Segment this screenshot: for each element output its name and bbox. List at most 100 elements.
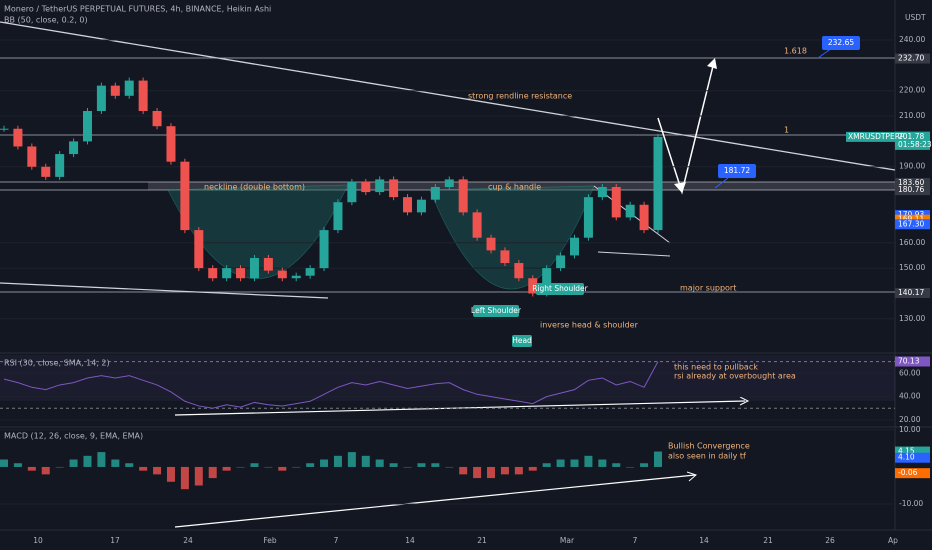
candle [166, 126, 176, 162]
candle [625, 204, 635, 218]
candle [430, 187, 440, 200]
price-tick-label: 220.00 [899, 86, 925, 95]
macd-histogram-bar [139, 466, 148, 471]
indicator-title: RSI (30, close, SMA, 14, 2) [4, 359, 110, 368]
price-label-box [895, 53, 930, 64]
macd-histogram-bar [473, 466, 482, 479]
label-box [473, 305, 519, 317]
annotation: neckline (double bottom) [204, 183, 305, 192]
candle [542, 268, 552, 294]
arrow-head [686, 471, 697, 482]
price-label: 201.78 [898, 132, 924, 141]
annotation: this need to pullback [674, 363, 758, 372]
candle [528, 278, 538, 294]
price-label: 183.60 [898, 178, 924, 187]
candle [55, 154, 65, 177]
plot-layer [0, 21, 896, 528]
macd-label: 4.15 [898, 447, 915, 456]
price-label-box [895, 177, 930, 188]
candle [444, 179, 454, 188]
candle [194, 230, 204, 269]
macd-label-box [895, 452, 930, 463]
cup-shape [429, 185, 595, 290]
macd-histogram-bar [626, 466, 635, 468]
price-label-box [895, 219, 930, 230]
macd-tick-label: 10.00 [899, 425, 921, 434]
neckline-zone [148, 182, 895, 190]
candle [458, 179, 468, 213]
price-label: 170.93 [898, 210, 924, 219]
price-tick-label: 210.00 [899, 111, 925, 120]
symbol-title: Monero / TetherUS PERPETUAL FUTURES, 4h,… [4, 5, 271, 14]
time-tick-label: Mar [560, 536, 575, 545]
time-tick-label: 7 [633, 536, 638, 545]
macd-histogram-bar [459, 466, 468, 475]
time-tick-label: Ap [888, 536, 898, 545]
annotation: 1 [784, 126, 789, 135]
macd-label: 4.10 [898, 453, 915, 462]
macd-histogram-bar [347, 452, 356, 467]
time-tick-label: Feb [263, 536, 277, 545]
candle [416, 199, 426, 213]
macd-histogram-bar [97, 452, 106, 467]
rsi-label: 70.13 [898, 356, 920, 365]
price-label-box [895, 288, 930, 299]
candle [291, 275, 301, 279]
macd-histogram-bar [403, 466, 412, 468]
price-tick-label: 190.00 [899, 162, 925, 171]
candle [389, 179, 399, 198]
symbol-tag: XMRUSDTPERP [848, 132, 905, 141]
macd-histogram-bar [264, 466, 273, 468]
macd-histogram-bar [556, 459, 565, 467]
callout-box [718, 164, 756, 178]
time-tick-label: 14 [405, 536, 415, 545]
macd-histogram-bar [208, 466, 217, 479]
candle [653, 136, 663, 231]
macd-histogram-bar [542, 463, 551, 467]
candle [639, 204, 649, 231]
candle [110, 85, 120, 96]
macd-tick-label: -10.00 [899, 499, 923, 508]
price-label: 180.76 [898, 185, 924, 194]
time-tick-label: 26 [825, 536, 835, 545]
callout-leader [714, 177, 729, 189]
label-box [536, 283, 584, 295]
candle [361, 181, 371, 193]
candle [13, 128, 23, 147]
macd-histogram-bar [166, 466, 175, 482]
currency-label: USDT [905, 13, 926, 22]
candle [597, 187, 607, 198]
macd-histogram-bar [236, 466, 245, 468]
candle [138, 80, 148, 111]
macd-histogram-bar [598, 459, 607, 467]
rsi-label-box [895, 356, 930, 367]
annotation: strong rendline resistance [468, 92, 572, 101]
rsi-tick-label: 40.00 [899, 392, 921, 401]
candle [514, 263, 524, 279]
macd-histogram-bar [27, 466, 36, 471]
macd-histogram-bar [306, 463, 315, 467]
macd-histogram-bar [333, 455, 342, 467]
indicator-title: BB (50, close, 0.2, 0) [4, 16, 88, 25]
time-tick-label: 21 [477, 536, 487, 545]
price-label-box [895, 185, 930, 196]
annotation: 1.618 [784, 47, 807, 56]
candle [124, 80, 134, 96]
candle [333, 202, 343, 231]
candle [82, 110, 92, 142]
candle [27, 146, 37, 167]
price-label: 232.70 [898, 54, 924, 63]
time-tick-label: 7 [334, 536, 339, 545]
macd-histogram-bar [41, 466, 50, 475]
time-tick-label: 14 [699, 536, 709, 545]
label-text: Left Shoulder [471, 306, 522, 315]
macd-histogram-bar [194, 466, 203, 486]
rsi-tick-label: 60.00 [899, 368, 921, 377]
price-tick-label: 240.00 [899, 35, 925, 44]
macd-histogram-bar [487, 466, 496, 479]
candle [319, 230, 329, 269]
countdown-label: 01:58:23 [898, 140, 932, 149]
rsi-trendline [174, 400, 746, 416]
macd-histogram-bar [222, 466, 231, 471]
macd-label: -0.06 [898, 468, 918, 477]
